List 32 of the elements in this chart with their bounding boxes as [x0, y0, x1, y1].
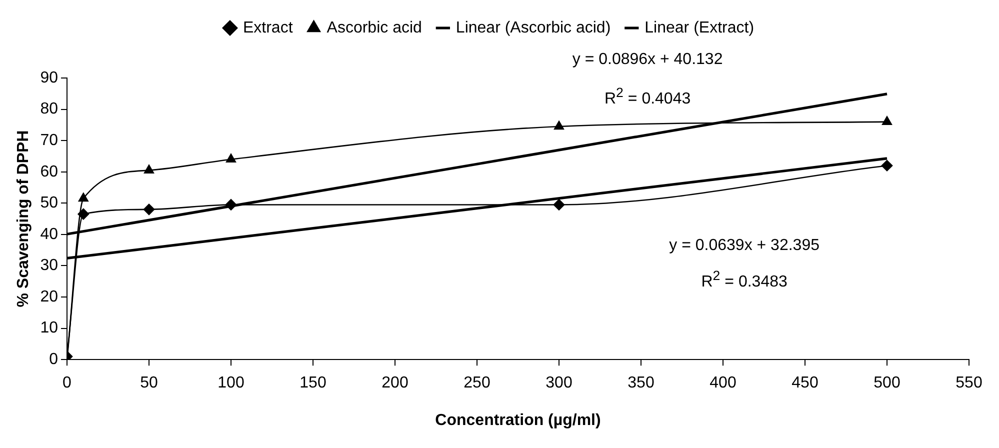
x-tick-label: 0 [62, 374, 72, 392]
y-tick-label: 70 [40, 132, 58, 149]
text: y = 0.0896x + 40.132 [572, 50, 723, 69]
y-tick-label: 40 [40, 226, 58, 243]
legend-label: Ascorbic acid [326, 19, 422, 36]
annotation: R$^{2}$ = 0.4043 [604, 85, 691, 109]
x-tick-label: 450 [792, 374, 818, 392]
x-tick-label: 350 [628, 374, 654, 392]
y-tick-label: 20 [40, 288, 58, 306]
y-tick-label: 80 [40, 100, 58, 118]
legend-label: Linear (Extract) [644, 19, 754, 36]
legend-label: Linear (Ascorbic acid) [456, 19, 611, 36]
x-tick-label: 400 [710, 374, 736, 392]
y-tick-label: 60 [40, 163, 58, 180]
annotation: R$^{2}$ = 0.3483 [701, 268, 788, 292]
y-tick-label: 0 [49, 351, 58, 368]
x-tick-label: 200 [382, 374, 408, 392]
x-tick-label: 250 [464, 374, 490, 392]
x-tick-label: 300 [546, 374, 572, 392]
annotation: y = 0.0639x + 32.395 [669, 236, 820, 255]
x-tick-label: 150 [300, 374, 326, 392]
x-tick-label: 500 [874, 374, 900, 392]
y-tick-label: 10 [40, 320, 58, 337]
y-tick-label: 50 [40, 194, 58, 212]
y-tick-label: 90 [40, 69, 58, 86]
legend-label: Extract [242, 19, 294, 36]
x-tick-label: 550 [956, 374, 982, 392]
x-tick-label: 100 [218, 374, 244, 392]
y-axis-title: % Scavenging of DPPH [15, 130, 32, 308]
x-axis-title: Concentration (µg/ml) [435, 412, 601, 429]
x-tick-label: 50 [140, 374, 158, 392]
y-tick-label: 30 [40, 257, 58, 274]
